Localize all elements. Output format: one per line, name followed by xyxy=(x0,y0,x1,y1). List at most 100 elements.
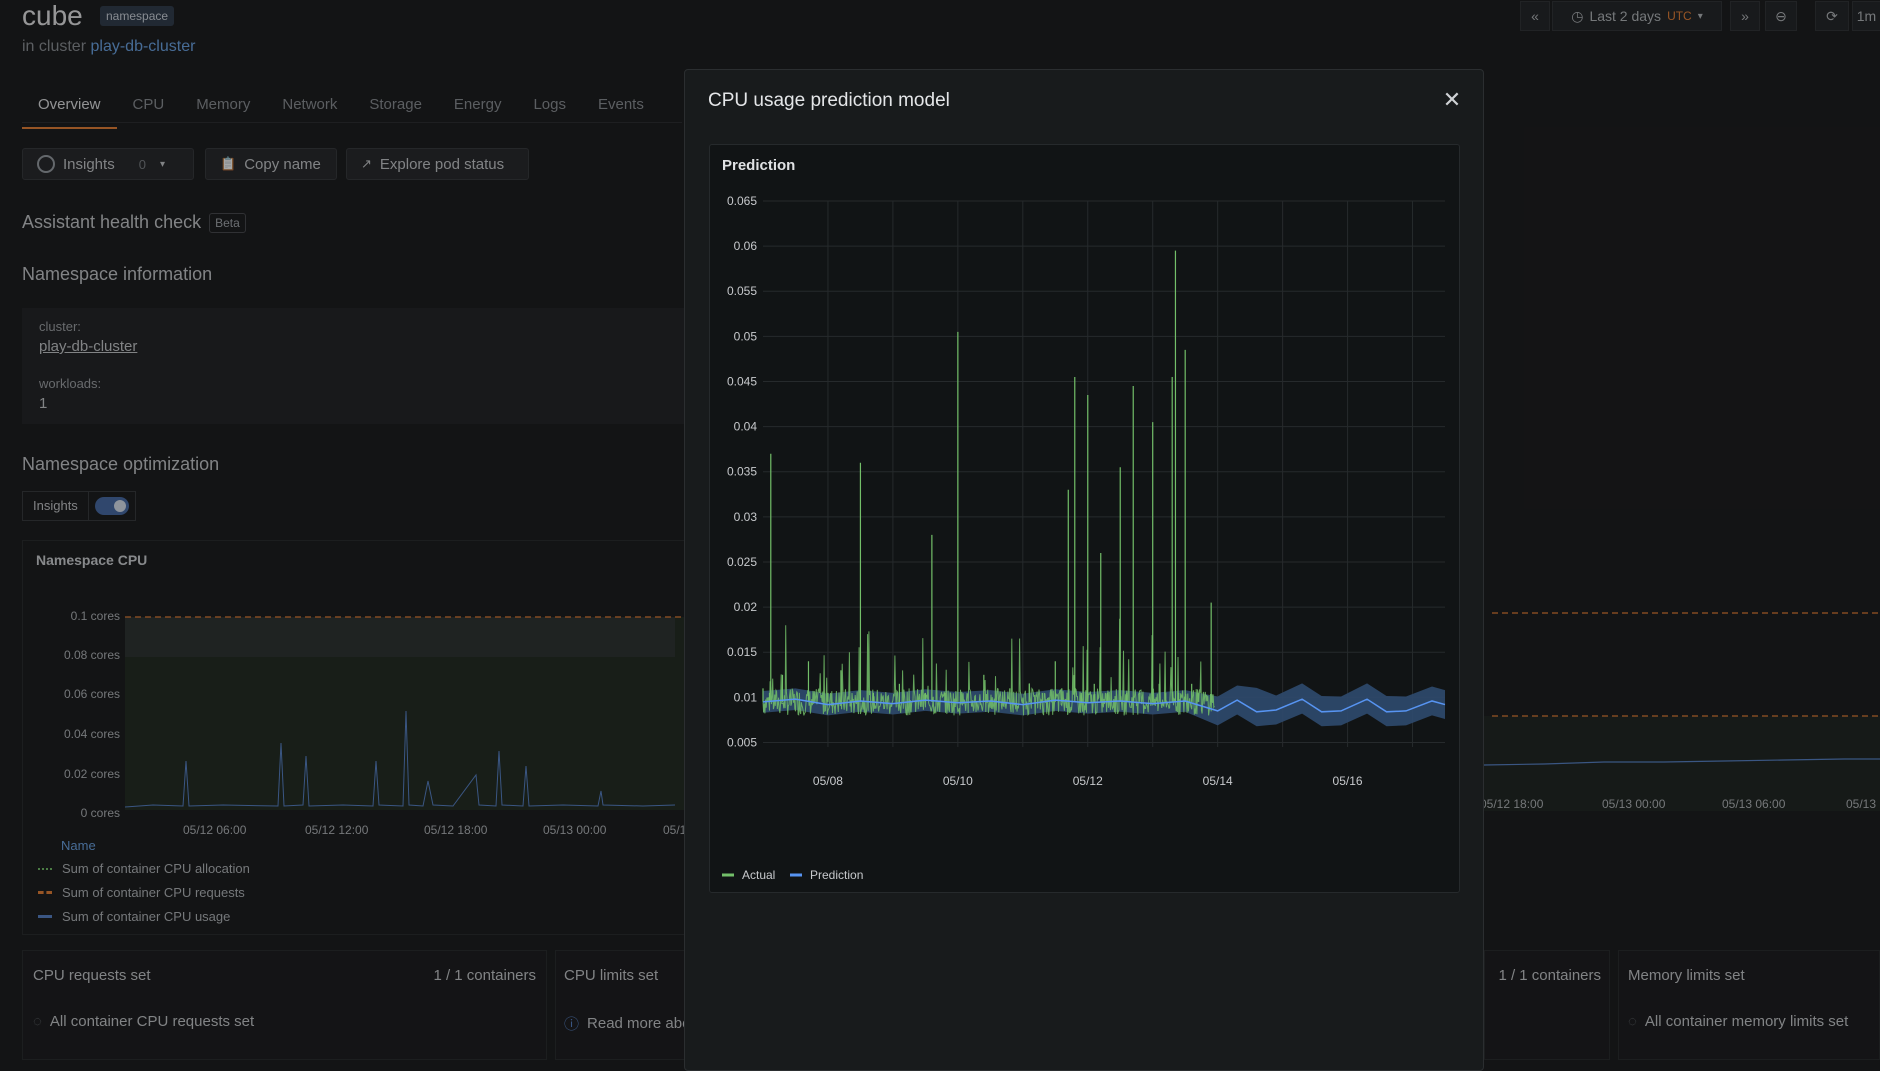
y-tick-label: 0.06 xyxy=(734,239,758,253)
card-status-text: All container CPU requests set xyxy=(49,1013,255,1030)
card-title: Memory limits set xyxy=(1628,967,1745,984)
refresh-button[interactable]: ⟳ xyxy=(1815,1,1849,31)
insights-toggle-label: Insights xyxy=(23,492,89,520)
tab-logs[interactable]: Logs xyxy=(533,96,566,113)
time-range-picker[interactable]: ◷ Last 2 days UTC ▾ xyxy=(1552,1,1722,31)
prediction-panel: Prediction 0.005 0.01 0.015 0.02 0.025 0.03 0.… xyxy=(709,144,1460,893)
y-tick-label: 0.005 xyxy=(727,735,757,749)
card-status: ◌ All container CPU requests set xyxy=(33,1013,254,1030)
y-tick-label: 0.01 xyxy=(734,690,758,704)
info-icon: ⓘ xyxy=(564,1016,580,1033)
tab-energy[interactable]: Energy xyxy=(453,96,502,113)
x-tick: 05/12 12:00 xyxy=(305,823,369,837)
memory-limits-card: Memory limits set ◌ All container memory… xyxy=(1618,950,1880,1060)
shift-back-button[interactable]: « xyxy=(1520,1,1550,31)
legend-item[interactable]: Sum of container CPU usage xyxy=(38,909,230,924)
read-more-link[interactable]: Read more abo xyxy=(587,1015,691,1032)
x-tick: 05/13 00:00 xyxy=(1602,797,1666,811)
x-tick: 05/13 xyxy=(1846,797,1877,811)
tab-cpu[interactable]: CPU xyxy=(132,96,165,113)
panel-title: Prediction xyxy=(722,157,796,174)
y-tick-label: 0.015 xyxy=(727,645,757,659)
tab-storage[interactable]: Storage xyxy=(369,96,422,113)
tabs-divider xyxy=(22,122,682,123)
y-tick-label: 0.055 xyxy=(727,284,757,298)
toggle-wrapper xyxy=(89,497,135,515)
y-tick-label: 0.05 xyxy=(734,329,758,343)
legend-label: Sum of container CPU allocation xyxy=(62,861,250,876)
legend-swatch xyxy=(38,867,52,870)
card-status: ◌ All container memory limits set xyxy=(1628,1013,1848,1030)
chevrons-left-icon: « xyxy=(1531,8,1539,24)
y-tick-label: 0.045 xyxy=(727,374,757,388)
x-tick-label: 05/08 xyxy=(813,774,843,788)
usage-line xyxy=(124,710,676,808)
x-tick-label: 05/16 xyxy=(1333,774,1363,788)
external-link-icon: ↗ xyxy=(361,156,372,171)
tab-overview[interactable]: Overview xyxy=(22,92,117,129)
explore-pod-label: Explore pod status xyxy=(379,155,505,173)
cluster-breadcrumb: in cluster play-db-cluster xyxy=(22,38,195,56)
y-tick-label: 0.025 xyxy=(727,555,757,569)
x-tick: 05/12 06:00 xyxy=(183,823,247,837)
namespace-cpu-title: Namespace CPU xyxy=(36,552,148,568)
legend-name-header[interactable]: Name xyxy=(61,838,96,853)
legend-swatch xyxy=(38,891,52,894)
refresh-interval-picker[interactable]: 1m xyxy=(1852,1,1880,31)
x-tick: 05/12 18:00 xyxy=(424,823,488,837)
close-button[interactable]: ✕ xyxy=(1440,88,1464,112)
zoom-out-icon: ⊖ xyxy=(1775,7,1787,24)
cluster-link[interactable]: play-db-cluster xyxy=(90,38,196,55)
x-tick-label: 05/14 xyxy=(1203,774,1233,788)
memory-requests-card: 1 / 1 containers xyxy=(1484,950,1610,1060)
shift-forward-button[interactable]: » xyxy=(1730,1,1760,31)
y-tick: 0.08 cores xyxy=(63,648,120,662)
x-tick-label: 05/12 xyxy=(1073,774,1103,788)
prediction-line xyxy=(762,698,1446,713)
copy-name-button[interactable]: 📋 Copy name xyxy=(205,148,337,180)
refresh-interval-label: 1m xyxy=(1856,8,1877,24)
chevron-down-icon: ▾ xyxy=(159,158,165,170)
close-icon: ✕ xyxy=(1442,87,1462,112)
tab-network[interactable]: Network xyxy=(282,96,338,113)
allocation-hatch xyxy=(125,617,675,657)
explore-pod-status-button[interactable]: ↗ Explore pod status xyxy=(346,148,529,180)
legend-label-actual: Actual xyxy=(742,868,775,882)
legend-swatch xyxy=(38,915,52,918)
card-status-text: All container memory limits set xyxy=(1644,1013,1849,1030)
insights-icon xyxy=(37,155,55,173)
x-tick: 05/1 xyxy=(663,823,687,837)
x-tick-label: 05/10 xyxy=(943,774,973,788)
cpu-limits-card: CPU limits set ⓘ Read more abo xyxy=(555,950,690,1060)
cluster-label: cluster: xyxy=(39,319,81,334)
card-title: CPU requests set xyxy=(33,967,151,984)
legend-item[interactable]: Sum of container CPU allocation xyxy=(38,861,250,876)
tab-events[interactable]: Events xyxy=(597,96,644,113)
x-tick: 05/12 18:00 xyxy=(1480,797,1544,811)
refresh-icon: ⟳ xyxy=(1826,7,1838,24)
insights-dropdown[interactable]: Insights 0 ▾ xyxy=(22,148,194,180)
y-tick-label: 0.03 xyxy=(734,510,758,524)
workloads-value: 1 xyxy=(39,395,48,412)
workloads-label: workloads: xyxy=(39,376,102,391)
cluster-value-link[interactable]: play-db-cluster xyxy=(39,338,138,355)
card-count: 1 / 1 containers xyxy=(433,967,536,984)
card-status[interactable]: ⓘ Read more abo xyxy=(564,1013,690,1034)
beta-badge: Beta xyxy=(209,212,246,233)
insights-toggle[interactable] xyxy=(94,497,129,515)
tab-bar: Overview CPU Memory Network Storage Ener… xyxy=(22,92,660,129)
zoom-out-button[interactable]: ⊖ xyxy=(1765,1,1797,31)
check-circle-icon: ◌ xyxy=(33,1013,42,1030)
y-tick: 0.1 cores xyxy=(70,609,120,623)
insights-toggle-group: Insights xyxy=(22,491,136,521)
page-title: cube xyxy=(22,0,83,31)
tab-memory[interactable]: Memory xyxy=(196,96,251,113)
usage-line xyxy=(1484,758,1880,766)
in-cluster-prefix: in cluster xyxy=(22,38,87,55)
namespace-info-panel: cluster: play-db-cluster workloads: 1 xyxy=(22,308,692,424)
prediction-modal: CPU usage prediction model ✕ Prediction … xyxy=(684,69,1484,1071)
legend-item[interactable]: Sum of container CPU requests xyxy=(38,885,245,900)
copy-name-label: Copy name xyxy=(244,155,321,173)
y-tick: 0.06 cores xyxy=(63,687,120,701)
